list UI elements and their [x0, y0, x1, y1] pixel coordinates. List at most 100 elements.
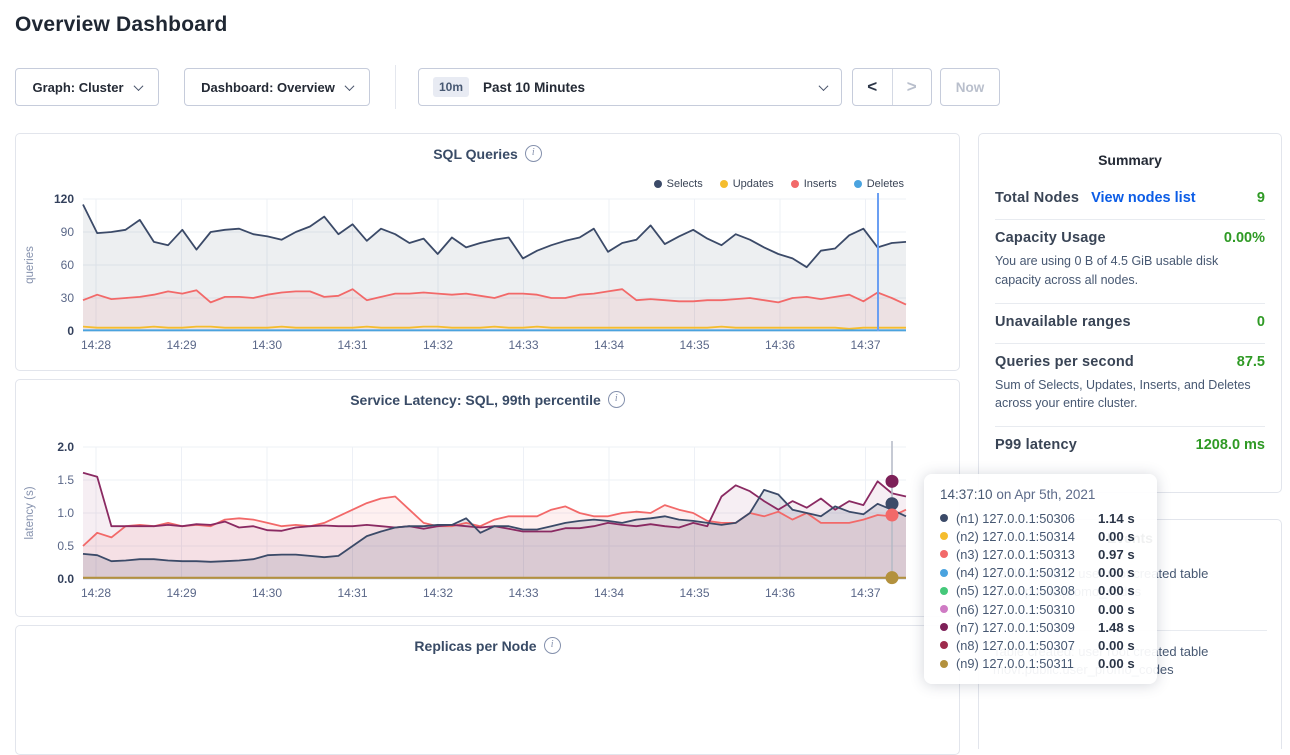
svg-text:14:37: 14:37	[850, 586, 880, 600]
tooltip-node-row: (n4) 127.0.0.1:50312 0.00 s	[940, 564, 1143, 582]
summary-row-value: 9	[1256, 190, 1265, 206]
tooltip-node-value: 0.00 s	[1098, 528, 1135, 544]
summary-row-value: 0	[1256, 313, 1265, 330]
svg-text:14:29: 14:29	[166, 338, 196, 352]
svg-text:0.0: 0.0	[57, 572, 74, 586]
chart-title: Replicas per Node	[414, 637, 537, 654]
series-areas	[83, 204, 906, 331]
tooltip-node-row: (n1) 127.0.0.1:50306 1.14 s	[940, 509, 1143, 527]
summary-row-description: You are using 0 B of 4.5 GiB usable disk…	[995, 254, 1219, 287]
summary-row-value: 0.00%	[1223, 230, 1265, 246]
summary-row: P99 latency 1208.0 ms	[995, 437, 1265, 453]
toolbar-divider	[395, 65, 396, 109]
tooltip-node-label: (n3) 127.0.0.1:50313	[956, 546, 1075, 562]
svg-text:0: 0	[67, 324, 74, 338]
summary-divider	[995, 342, 1265, 344]
axis-labels: 0 30 60 90 120 14:28 14:29 14:30 14:31 14:32 14:33…	[24, 192, 881, 352]
svg-text:60: 60	[61, 258, 75, 272]
tooltip-node-value: 1.48 s	[1098, 619, 1135, 635]
summary-row-label: P99 latency	[995, 437, 1077, 453]
summary-row-value: 87.5	[1236, 353, 1265, 370]
dashboard-dropdown[interactable]: Dashboard: Overview	[184, 68, 370, 106]
info-icon[interactable]: i	[607, 391, 625, 408]
svg-text:14:28: 14:28	[81, 338, 111, 352]
tooltip-timestamp: 14:37:10 on Apr 5th, 2021	[940, 487, 1096, 502]
svg-text:14:37: 14:37	[850, 338, 880, 352]
info-icon[interactable]: i	[524, 145, 542, 162]
legend-label: Selects	[666, 178, 703, 190]
summary-row: Unavailable ranges 0	[995, 314, 1265, 330]
tooltip-node-value: 0.97 s	[1098, 546, 1135, 562]
tooltip-node-row: (n9) 127.0.0.1:50311 0.00 s	[940, 655, 1143, 673]
legend-dot	[653, 180, 662, 188]
summary-divider	[995, 426, 1265, 427]
node-color-dot	[940, 641, 948, 650]
hover-point	[885, 508, 899, 522]
svg-text:2.0: 2.0	[57, 440, 74, 454]
summary-row: Capacity Usage 0.00% You are using 0 B of …	[995, 230, 1265, 290]
legend-item-inserts[interactable]: Inserts	[790, 178, 837, 190]
svg-text:90: 90	[61, 225, 75, 239]
next-time-button[interactable]: >	[906, 77, 917, 96]
svg-text:14:36: 14:36	[765, 338, 795, 352]
legend-item-selects[interactable]: Selects	[653, 178, 703, 190]
summary-row-description: Sum of Selects, Updates, Inserts, and De…	[995, 377, 1251, 411]
hover-point	[885, 497, 899, 511]
legend-item-deletes[interactable]: Deletes	[853, 178, 904, 190]
time-step-buttons: < >	[852, 68, 932, 106]
legend-label: Inserts	[803, 178, 837, 190]
node-color-dot	[940, 586, 948, 595]
svg-text:14:36: 14:36	[765, 586, 795, 600]
service-latency-chart[interactable]: 0.0 0.5 1.0 1.5 2.0 14:28 14:29 14:30 14:31 14:32…	[16, 380, 961, 618]
legend-dot	[719, 180, 728, 188]
axis-labels: 0.0 0.5 1.0 1.5 2.0 14:28 14:29 14:30 14:31 14:32…	[24, 440, 881, 600]
summary-divider	[995, 219, 1265, 220]
tooltip-node-row: (n7) 127.0.0.1:50309 1.48 s	[940, 618, 1143, 636]
hover-point	[885, 571, 899, 585]
chart-title: Service Latency: SQL, 99th percentile	[350, 391, 601, 408]
graph-scope-label: Graph: Cluster	[32, 79, 124, 95]
svg-text:14:30: 14:30	[252, 338, 282, 352]
node-color-dot	[940, 623, 948, 632]
view-nodes-list-link[interactable]: View nodes list	[1091, 190, 1196, 206]
tooltip-node-value: 0.00 s	[1098, 565, 1135, 581]
graph-scope-dropdown[interactable]: Graph: Cluster	[15, 68, 159, 106]
node-color-dot	[940, 659, 948, 668]
tooltip-node-row: (n2) 127.0.0.1:50314 0.00 s	[940, 527, 1143, 545]
service-latency-panel: Service Latency: SQL, 99th percentile i …	[15, 379, 960, 617]
chart-legend: Selects Updates Inserts Deletes	[653, 178, 904, 190]
svg-text:14:34: 14:34	[594, 338, 624, 352]
legend-label: Updates	[732, 178, 774, 190]
series-lines	[82, 204, 907, 332]
svg-text:14:28: 14:28	[81, 586, 111, 600]
tooltip-node-row: (n5) 127.0.0.1:50308 0.00 s	[940, 582, 1143, 600]
tooltip-node-value: 0.00 s	[1098, 601, 1135, 617]
previous-time-button[interactable]: <	[853, 69, 893, 105]
svg-text:30: 30	[61, 291, 75, 305]
svg-text:14:33: 14:33	[508, 586, 538, 600]
tooltip-node-value: 0.00 s	[1098, 656, 1135, 672]
summary-divider	[995, 302, 1265, 304]
tooltip-node-value: 0.00 s	[1098, 637, 1135, 653]
time-range-selector[interactable]: 10m Past 10 Minutes	[418, 68, 842, 106]
tooltip-node-label: (n1) 127.0.0.1:50306	[956, 510, 1075, 526]
svg-text:1.0: 1.0	[57, 506, 74, 520]
legend-dot	[790, 180, 799, 188]
now-button[interactable]: Now	[940, 68, 1000, 106]
svg-text:0.5: 0.5	[57, 539, 74, 553]
svg-text:14:35: 14:35	[679, 338, 709, 352]
summary-row-label: Capacity Usage	[995, 230, 1106, 246]
info-icon[interactable]: i	[543, 637, 561, 654]
page-title: Overview Dashboard	[15, 13, 228, 36]
node-color-dot	[940, 568, 948, 577]
chart-title: SQL Queries	[433, 145, 518, 162]
summary-row-label: Total Nodes	[995, 190, 1080, 206]
sql-queries-chart[interactable]: 0 30 60 90 120 14:28 14:29 14:30 14:31 14:32 14:33…	[16, 134, 961, 372]
legend-item-updates[interactable]: Updates	[719, 178, 774, 190]
tooltip-node-label: (n5) 127.0.0.1:50308	[956, 583, 1075, 599]
tooltip-node-row: (n3) 127.0.0.1:50313 0.97 s	[940, 545, 1143, 563]
chevron-down-icon	[818, 80, 829, 91]
replicas-per-node-panel: Replicas per Node i	[15, 625, 960, 755]
tooltip-node-label: (n8) 127.0.0.1:50307	[956, 637, 1075, 653]
svg-text:1.5: 1.5	[57, 473, 74, 487]
